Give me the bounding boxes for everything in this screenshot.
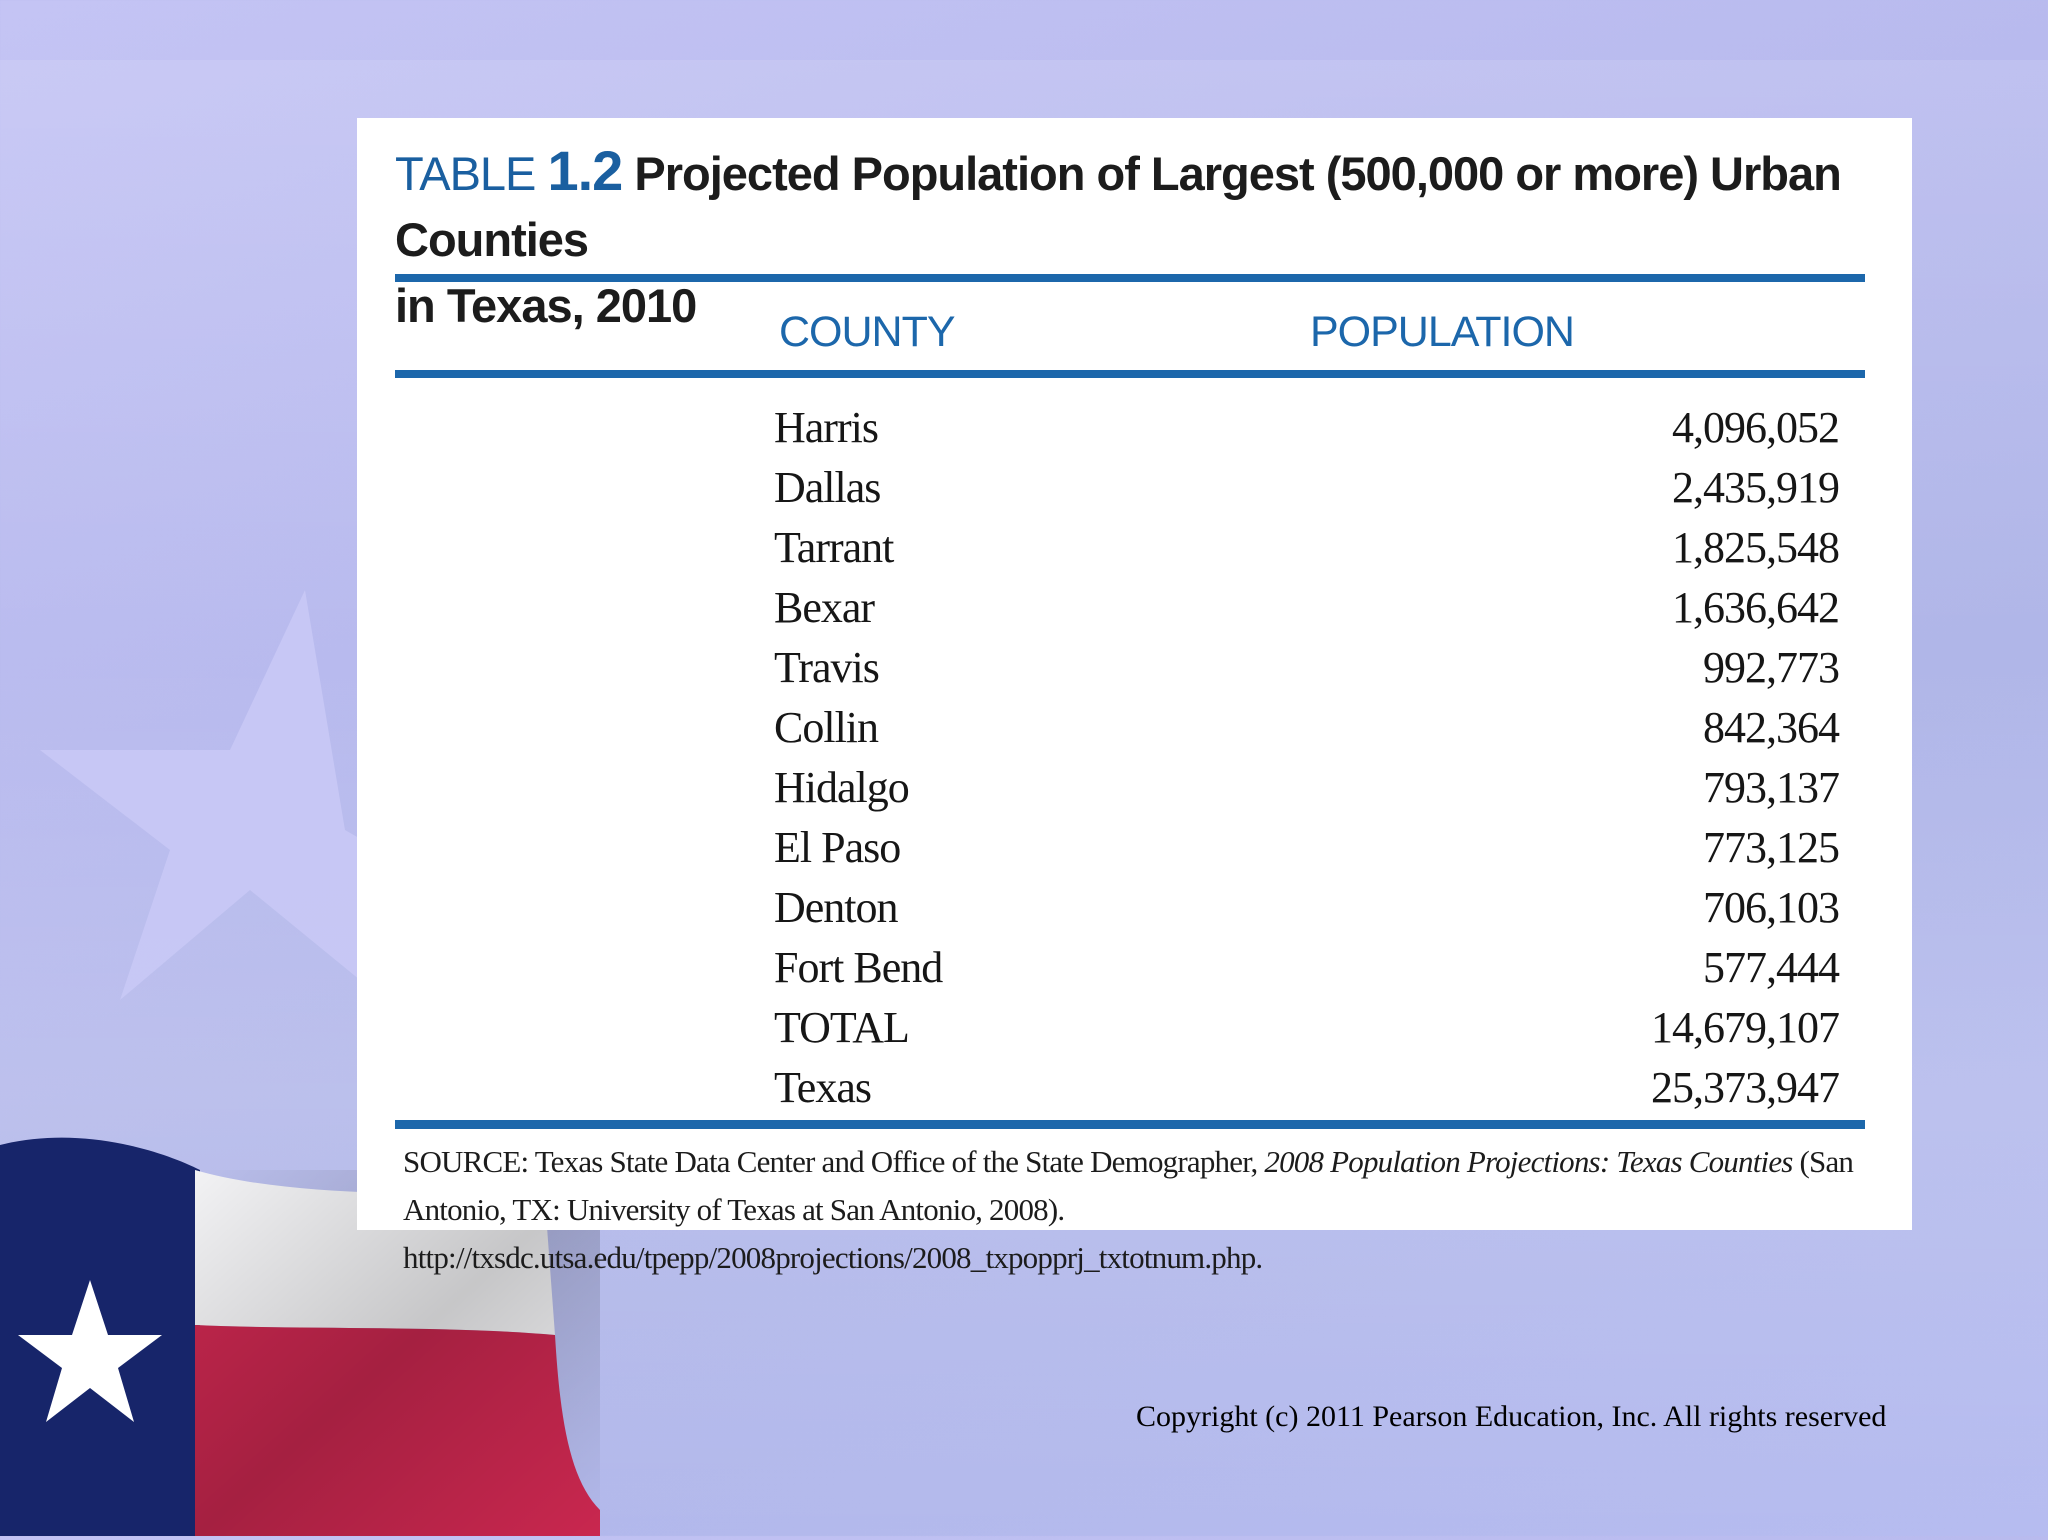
population-cell: 1,636,642: [1672, 583, 1840, 632]
table-row: Tarrant 1,825,548: [357, 518, 1912, 578]
population-cell: 25,373,947: [1651, 1063, 1840, 1112]
county-cell: Travis: [774, 643, 880, 692]
county-cell: Hidalgo: [774, 763, 910, 812]
copyright-notice: Copyright (c) 2011 Pearson Education, In…: [1136, 1400, 1887, 1433]
population-cell: 842,364: [1703, 703, 1840, 752]
county-cell: Fort Bend: [774, 943, 943, 992]
table-title-line2: in Texas, 2010: [395, 279, 697, 332]
table-row: Dallas 2,435,919: [357, 458, 1912, 518]
county-cell: Collin: [774, 703, 879, 752]
population-cell: 773,125: [1703, 823, 1840, 872]
population-cell: 706,103: [1703, 883, 1840, 932]
county-cell: Texas: [774, 1063, 872, 1112]
table-title-line1: Projected Population of Largest (500,000…: [395, 147, 1842, 266]
county-cell: Tarrant: [774, 523, 894, 572]
county-cell: Dallas: [774, 463, 881, 512]
table-row: Denton 706,103: [357, 878, 1912, 938]
population-cell: 2,435,919: [1672, 463, 1840, 512]
table-number: 1.2: [547, 139, 623, 202]
table-row: Bexar 1,636,642: [357, 578, 1912, 638]
county-cell: Denton: [774, 883, 899, 932]
population-cell: 14,679,107: [1651, 1003, 1840, 1052]
population-cell: 992,773: [1703, 643, 1840, 692]
bottom-rule: [395, 1120, 1865, 1129]
county-cell: TOTAL: [774, 1003, 910, 1052]
table-label: TABLE: [395, 147, 536, 200]
population-cell: 1,825,548: [1672, 523, 1840, 572]
top-rule: [395, 274, 1865, 282]
table-title: TABLE 1.2 Projected Population of Larges…: [395, 138, 1875, 339]
column-header-population: POPULATION: [1310, 308, 1575, 356]
table-row-total: TOTAL 14,679,107: [357, 998, 1912, 1058]
population-cell: 793,137: [1703, 763, 1840, 812]
population-cell: 4,096,052: [1672, 403, 1840, 452]
table-row: Harris 4,096,052: [357, 398, 1912, 458]
table-row: Travis 992,773: [357, 638, 1912, 698]
header-rule: [395, 370, 1865, 378]
source-prefix: SOURCE: Texas State Data Center and Offi…: [403, 1144, 1265, 1179]
source-title: 2008 Population Projections: Texas Count…: [1264, 1144, 1793, 1179]
table-row: El Paso 773,125: [357, 818, 1912, 878]
table-row: Fort Bend 577,444: [357, 938, 1912, 998]
table-row: Hidalgo 793,137: [357, 758, 1912, 818]
table-row-texas: Texas 25,373,947: [357, 1058, 1912, 1118]
table-row: Collin 842,364: [357, 698, 1912, 758]
county-cell: El Paso: [774, 823, 901, 872]
source-note: SOURCE: Texas State Data Center and Offi…: [403, 1138, 1903, 1282]
source-suffix: (San Antonio, TX: University of Texas at…: [403, 1144, 1854, 1275]
county-cell: Bexar: [774, 583, 875, 632]
county-cell: Harris: [774, 403, 879, 452]
background-star-icon: [40, 590, 380, 1000]
table-panel: TABLE 1.2 Projected Population of Larges…: [357, 118, 1912, 1275]
table-body: Harris 4,096,052 Dallas 2,435,919 Tarrant 1…: [357, 398, 1912, 1118]
population-cell: 577,444: [1703, 943, 1840, 992]
column-header-county: COUNTY: [779, 308, 956, 356]
